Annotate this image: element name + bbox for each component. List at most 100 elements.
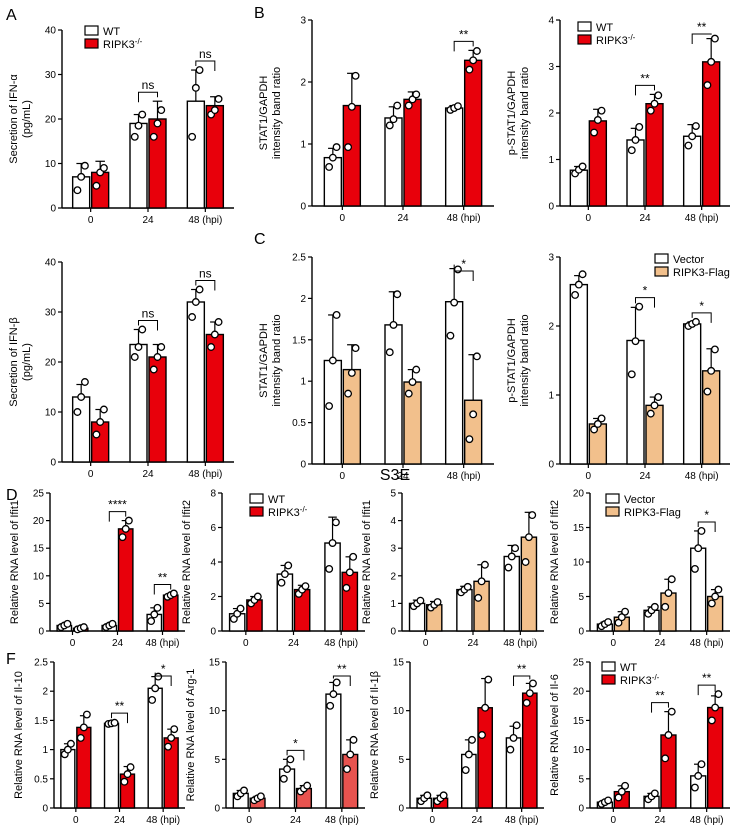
y-tick-label: 1.5 bbox=[34, 716, 48, 727]
y-tick-label: 0 bbox=[390, 627, 396, 638]
data-point bbox=[710, 34, 719, 43]
legend-swatch bbox=[654, 266, 669, 277]
y-axis-label: Relative RNA level of Arg-1 bbox=[185, 669, 197, 802]
data-point bbox=[256, 792, 265, 801]
bar bbox=[701, 370, 721, 465]
data-point bbox=[465, 435, 474, 444]
data-point bbox=[164, 742, 173, 751]
significance-bracket bbox=[332, 675, 351, 686]
x-tick-label: 48 (hpi) bbox=[188, 215, 222, 226]
data-point bbox=[703, 387, 712, 396]
y-axis-label: STAT1/GAPDH bbox=[258, 323, 270, 398]
x-tick-label: 0 bbox=[243, 638, 249, 649]
y-tick-label: 15 bbox=[573, 716, 585, 727]
y-tick-label: 0 bbox=[578, 804, 584, 815]
bar bbox=[205, 333, 225, 463]
data-point bbox=[210, 106, 219, 115]
data-point bbox=[344, 389, 353, 398]
significance-bracket bbox=[286, 749, 305, 761]
y-tick-label: 3 bbox=[390, 544, 396, 555]
data-point bbox=[714, 690, 723, 699]
data-point bbox=[124, 516, 133, 525]
y-tick-label: 2.5 bbox=[292, 253, 306, 264]
legend-superscript: -/- bbox=[300, 505, 308, 514]
bar bbox=[569, 283, 589, 465]
data-point bbox=[614, 618, 623, 627]
data-point bbox=[389, 115, 398, 124]
y-tick-label: 0 bbox=[50, 458, 56, 469]
y-axis-label: Relative RNA level of Ifit2 bbox=[181, 500, 193, 624]
significance-label: ** bbox=[337, 662, 347, 676]
data-point bbox=[631, 337, 640, 346]
y-tick-label: 0 bbox=[300, 460, 306, 471]
data-point bbox=[453, 102, 462, 111]
bar bbox=[90, 421, 110, 463]
y-tick-label: 1 bbox=[42, 745, 48, 756]
significance-label: ns bbox=[199, 47, 212, 61]
x-tick-label: 48 (hpi) bbox=[447, 471, 481, 482]
x-tick-label: 24 bbox=[114, 815, 126, 826]
legend-swatch bbox=[654, 253, 669, 264]
data-point bbox=[191, 83, 200, 92]
significance-label: ns bbox=[142, 307, 155, 321]
x-tick-label: 48 (hpi) bbox=[690, 815, 724, 826]
data-point bbox=[574, 280, 583, 289]
data-point bbox=[349, 552, 358, 561]
data-point bbox=[123, 770, 132, 779]
data-point bbox=[343, 765, 351, 774]
bar bbox=[90, 171, 110, 209]
data-point bbox=[328, 356, 337, 365]
data-point bbox=[332, 311, 341, 319]
bar bbox=[324, 542, 341, 632]
y-tick-label: 2 bbox=[210, 592, 216, 603]
y-tick-label: 0 bbox=[398, 804, 404, 815]
x-tick-label: 24 bbox=[654, 815, 666, 826]
data-point bbox=[688, 132, 697, 141]
x-tick-label: 24 bbox=[397, 213, 409, 224]
legend-label: RIPK3-Flag bbox=[624, 507, 681, 519]
data-point bbox=[77, 172, 86, 181]
y-axis-label: Relative RNA level of Ifit2 bbox=[549, 500, 561, 624]
x-tick-label: 0 bbox=[586, 471, 592, 482]
chart-f2: 0 5 10 15 0 24 48 (hpi) Relative RNA level of A… bbox=[185, 658, 365, 826]
bar bbox=[186, 100, 206, 209]
y-axis-label: intensity band ratio bbox=[271, 67, 283, 159]
data-point bbox=[138, 110, 147, 119]
data-point bbox=[614, 793, 623, 802]
legend-label: WT bbox=[103, 26, 120, 38]
data-point bbox=[416, 596, 425, 605]
data-point bbox=[240, 786, 248, 795]
y-tick-label: 2 bbox=[42, 687, 48, 698]
data-point bbox=[280, 570, 289, 579]
data-point bbox=[480, 560, 489, 569]
data-point bbox=[346, 750, 355, 759]
x-tick-label: 24 bbox=[471, 815, 483, 826]
y-tick-label: 2 bbox=[390, 571, 396, 582]
data-point bbox=[328, 153, 337, 162]
y-axis-label: Relative RNA level of Ifit1 bbox=[9, 500, 21, 624]
data-point bbox=[521, 558, 530, 566]
data-point bbox=[92, 181, 101, 190]
data-point bbox=[110, 718, 119, 727]
data-point bbox=[108, 619, 117, 628]
bar bbox=[521, 692, 538, 809]
data-point bbox=[697, 760, 706, 769]
data-point bbox=[654, 91, 663, 100]
data-point bbox=[509, 733, 518, 742]
x-tick-label: 48 (hpi) bbox=[146, 638, 180, 649]
significance-bracket bbox=[691, 312, 712, 323]
bar bbox=[473, 580, 490, 632]
legend-swatch bbox=[605, 506, 620, 517]
significance-bracket bbox=[453, 264, 474, 281]
y-tick-label: 25 bbox=[33, 489, 45, 500]
bar bbox=[645, 102, 664, 207]
x-tick-label: 0 bbox=[611, 815, 617, 826]
data-point bbox=[650, 401, 659, 410]
y-tick-label: 0 bbox=[548, 202, 554, 213]
data-point bbox=[472, 352, 481, 361]
chart-b2: 0 1 2 3 4 0 24 48 (hpi) p-STAT1/GAPDH intensity b… bbox=[506, 16, 730, 224]
data-point bbox=[283, 765, 292, 774]
data-point bbox=[349, 735, 358, 744]
data-point bbox=[130, 132, 139, 141]
